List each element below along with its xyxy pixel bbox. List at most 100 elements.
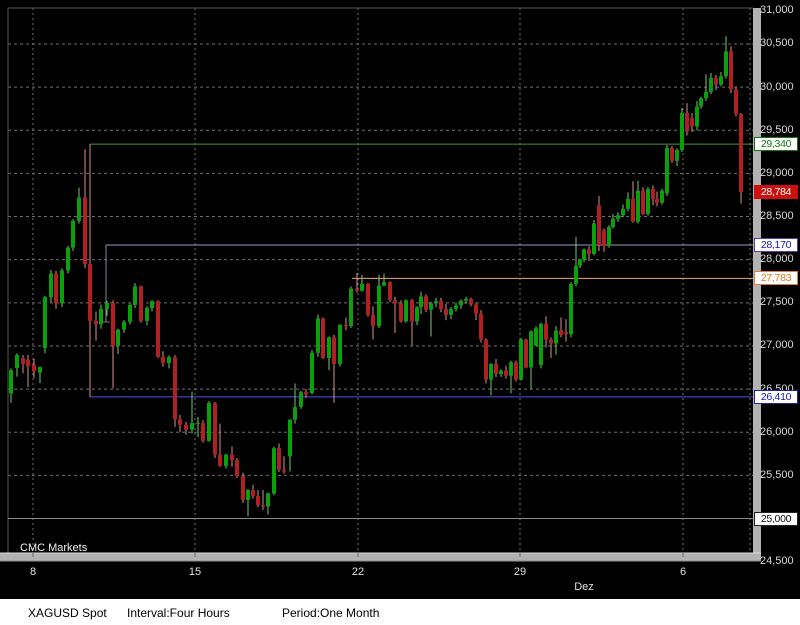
candle-body [709,78,713,92]
x-axis-label: 29 [513,566,527,578]
candle-body [670,147,674,161]
candle-body [544,323,548,340]
candle-body [616,215,620,219]
candle-body [559,330,563,336]
candle-body [196,422,200,424]
candle-body [704,91,708,99]
candle-body [293,407,297,420]
candle-body [592,223,596,255]
y-axis-tick-label: 30,000 [760,80,794,93]
candle-body [235,459,239,477]
candle-body [349,288,353,327]
y-axis-tick-label: 27,000 [760,339,794,352]
candle-body [459,300,463,306]
candle-body [178,419,182,425]
price-flag-28784: 28,784 [754,185,798,200]
candle-body [139,286,143,321]
candle-body [299,392,303,407]
candle-body [734,89,738,114]
candle-body [489,364,493,380]
candle-body [690,118,694,127]
bottom-border-strip [0,553,761,561]
candle-body [338,324,342,365]
candle-body [729,51,733,90]
candle-body [332,337,336,365]
y-axis-tick-label: 26,000 [760,425,794,438]
candle-body [534,328,538,346]
candle-body [474,304,478,314]
candle-body [519,339,523,380]
candle-body [310,352,314,393]
candle-body [382,282,386,286]
candle-body [587,249,591,255]
candle-body [150,301,154,308]
candle-body [419,296,423,308]
candle-body [94,320,98,325]
candle-body [621,208,625,216]
candle-body [366,283,370,315]
candle-body [304,392,308,395]
candle-body [145,307,149,321]
candle-body [167,357,171,364]
candle-body [439,301,443,309]
status-bar: XAGUSD Spot Interval:Four Hours Period:O… [0,598,800,625]
candle-body [360,283,364,291]
candle-body [607,226,611,246]
candle-body [43,297,47,349]
candlestick-plot-area[interactable] [0,0,800,598]
candle-body [464,298,468,301]
candle-body [105,302,109,309]
candle-body [424,296,428,310]
candle-body [724,51,728,77]
candle-body [21,358,25,365]
candle-body [631,198,635,222]
candle-body [218,454,222,466]
candle-body [665,147,669,194]
chart-background [0,0,800,598]
candle-body [241,476,245,500]
x-axis-label: 8 [29,566,37,578]
candle-body [449,308,453,315]
candle-body [321,318,325,359]
candle-body [660,190,664,203]
candle-body [499,370,503,374]
candle-body [54,273,58,304]
candle-body [38,367,42,373]
price-flag-25000: 25,000 [754,511,798,526]
candle-body [434,301,438,304]
candle-body [509,362,513,376]
candle-body [122,321,126,330]
candle-body [184,424,188,430]
x-axis-month-label: Dez [574,581,594,593]
candle-body [404,300,408,322]
candle-body [484,339,488,380]
y-axis-tick-label: 24,500 [760,555,794,568]
candle-body [173,357,177,420]
x-axis-label: 6 [679,566,687,578]
candle-body [190,423,194,430]
candle-body [272,448,276,494]
candle-body [582,249,586,260]
candle-body [213,402,217,455]
candle-body [71,220,75,248]
candle-body [646,188,650,214]
candle-body [393,300,397,304]
candle-body [524,339,528,368]
candle-body [282,469,286,472]
candle-body [410,300,414,322]
candle-body [266,493,270,507]
candle-body [626,198,630,209]
y-axis-tick-label: 29,000 [760,166,794,179]
y-axis-tick-label: 28,000 [760,253,794,266]
candle-body [655,198,659,203]
candle-body [207,402,211,441]
candle-body [15,355,19,368]
candle-body [355,288,359,291]
price-flag-29340: 29,340 [754,137,798,152]
candle-body [133,286,137,305]
candle-body [161,356,165,364]
candle-body [675,149,679,161]
candle-body [574,265,578,284]
candle-body [399,303,403,322]
price-flag-27783: 27,783 [754,271,798,286]
